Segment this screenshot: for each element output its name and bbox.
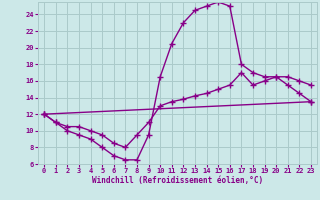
X-axis label: Windchill (Refroidissement éolien,°C): Windchill (Refroidissement éolien,°C) [92,176,263,185]
